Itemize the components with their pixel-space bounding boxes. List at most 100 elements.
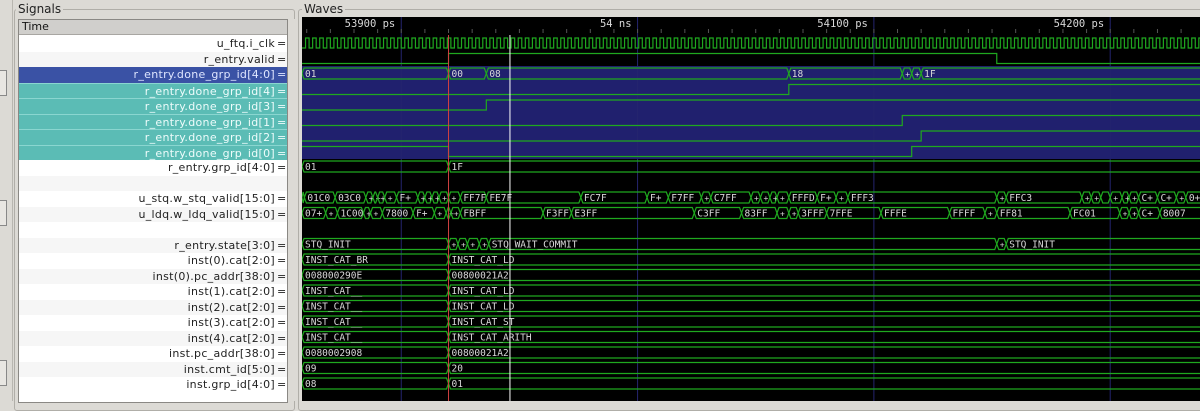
bus-segment bbox=[301, 361, 450, 375]
signal-row[interactable]: r_entry.done_grp_id[4:0] = bbox=[19, 67, 287, 83]
bus-value: C+ bbox=[1142, 209, 1154, 220]
time-label: 54200 ps bbox=[1054, 18, 1105, 30]
value-separator: = bbox=[277, 331, 287, 345]
signal-row[interactable]: r_entry.done_grp_id[4] = bbox=[19, 82, 287, 98]
signal-row[interactable]: r_entry.done_grp_id[2] = bbox=[19, 129, 287, 145]
bit-waveform bbox=[302, 130, 1200, 142]
highlight-band bbox=[302, 66, 1200, 82]
bus-value: INST_CAT_BR bbox=[305, 255, 368, 266]
signal-name: u_stq.w_stq_valid[15:0] bbox=[138, 192, 275, 205]
bus-value: C7FF bbox=[714, 193, 737, 204]
bus-value: + bbox=[454, 210, 459, 219]
bus-value: C3FF bbox=[697, 209, 720, 220]
bus-segment bbox=[1100, 191, 1111, 204]
signal-row[interactable]: r_entry.done_grp_id[3] = bbox=[19, 98, 287, 114]
bus-segment bbox=[301, 377, 450, 390]
bus-segment bbox=[447, 315, 1200, 328]
bus-value: FC01 bbox=[1073, 209, 1096, 220]
pane-handle[interactable] bbox=[0, 360, 7, 386]
signal-name: inst.cmt_id[5:0] bbox=[183, 362, 275, 376]
signal-row[interactable]: r_entry.state[3:0] = bbox=[19, 237, 287, 253]
waves-title: Waves bbox=[302, 2, 346, 16]
signal-row[interactable]: r_entry.valid = bbox=[19, 51, 287, 67]
bus-value: FBFF bbox=[463, 209, 486, 220]
bit-waveform bbox=[302, 52, 1200, 65]
signal-row[interactable]: r_entry.grp_id[4:0] = bbox=[19, 160, 287, 176]
bus-value: 00800021A2 bbox=[452, 271, 509, 282]
signal-row[interactable]: inst(0).pc_addr[38:0] = bbox=[19, 268, 287, 284]
bus-value: 7800 bbox=[385, 209, 408, 220]
bus-value: 01C0 bbox=[307, 193, 330, 204]
bus-value: FF7F bbox=[463, 193, 486, 204]
bus-segment bbox=[447, 346, 1200, 359]
bus-value: F7FF bbox=[671, 193, 694, 204]
bus-segment bbox=[447, 361, 1200, 375]
bus-value: 20 bbox=[452, 364, 464, 375]
highlight-band bbox=[302, 81, 1200, 97]
bus-value: E3FF bbox=[574, 209, 597, 220]
signal-name: r_entry.done_grp_id[1] bbox=[144, 115, 275, 129]
bus-value: C+ bbox=[1142, 193, 1154, 204]
bus-value: + bbox=[369, 194, 374, 203]
pane-handle[interactable] bbox=[0, 70, 7, 96]
value-separator: = bbox=[277, 131, 287, 144]
bus-value: 08 bbox=[489, 69, 501, 80]
bus-value: + bbox=[1132, 194, 1137, 203]
signal-row[interactable]: inst(1).cat[2:0] = bbox=[19, 284, 287, 300]
bus-value: + bbox=[388, 194, 393, 203]
signal-row[interactable]: inst(0).cat[2:0] = bbox=[19, 253, 287, 269]
signal-row[interactable]: inst.pc_addr[38:0] = bbox=[19, 346, 287, 362]
bus-value: + bbox=[754, 194, 759, 203]
bus-segment bbox=[447, 284, 1200, 297]
bus-segment bbox=[1005, 237, 1200, 251]
bus-value: INST_CAT_ST bbox=[452, 317, 515, 328]
bus-value: FFFD bbox=[792, 193, 815, 204]
signal-row[interactable]: inst(4).cat[2:0] = bbox=[19, 330, 287, 346]
signal-row[interactable]: u_ftq.i_clk = bbox=[19, 36, 287, 52]
bus-value: + bbox=[780, 210, 785, 219]
bus-value: + bbox=[1085, 194, 1090, 203]
bus-value: + bbox=[1113, 194, 1118, 203]
bus-value: + bbox=[773, 194, 778, 203]
signal-name: inst(3).cat[2:0] bbox=[187, 316, 275, 329]
pane-handle[interactable] bbox=[0, 200, 7, 226]
signal-row[interactable]: r_entry.done_grp_id[0] = bbox=[19, 144, 287, 160]
pane-separator[interactable] bbox=[288, 19, 298, 401]
value-separator: = bbox=[277, 192, 287, 205]
signals-list[interactable]: Time u_ftq.i_clk = r_entry.valid = r_entry.d… bbox=[18, 19, 288, 403]
bus-value: 03C0 bbox=[338, 193, 361, 204]
value-separator: = bbox=[277, 68, 287, 81]
bus-value: + bbox=[1179, 194, 1184, 203]
bus-value: 09 bbox=[305, 364, 317, 375]
signal-row[interactable]: inst(2).cat[2:0] = bbox=[19, 299, 287, 315]
blank-row bbox=[19, 175, 287, 191]
bus-value: 01 bbox=[305, 162, 317, 173]
signal-name: u_ftq.i_clk bbox=[216, 37, 275, 50]
signal-row[interactable]: inst.cmt_id[5:0] = bbox=[19, 361, 287, 377]
bus-value: INST_CAT_LD bbox=[452, 302, 515, 313]
signal-row[interactable]: inst.grp_id[4:0] = bbox=[19, 377, 287, 393]
value-separator: = bbox=[277, 100, 287, 113]
signal-name: inst(0).pc_addr[38:0] bbox=[152, 269, 275, 283]
signals-title: Signals bbox=[16, 2, 64, 16]
bus-value: 3FFF bbox=[801, 209, 824, 220]
bus-value: 07+ bbox=[305, 209, 322, 220]
time-label: 54 ns bbox=[600, 18, 632, 30]
signal-row[interactable]: r_entry.done_grp_id[1] = bbox=[19, 113, 287, 129]
bus-value: INST_CAT__ bbox=[305, 286, 362, 297]
bus-value: + bbox=[442, 194, 447, 203]
bus-value: 83FF bbox=[745, 209, 768, 220]
bus-value: + bbox=[1000, 241, 1005, 250]
highlight-band bbox=[302, 97, 1200, 113]
signal-row[interactable]: u_stq.w_stq_valid[15:0] = bbox=[19, 191, 287, 207]
bus-value: INST_CAT_LD bbox=[452, 286, 515, 297]
value-separator: = bbox=[277, 115, 287, 129]
bus-segment bbox=[1185, 191, 1200, 204]
left-pane-edge bbox=[0, 0, 13, 401]
value-separator: = bbox=[277, 207, 287, 221]
signal-row[interactable]: inst(3).cat[2:0] = bbox=[19, 315, 287, 331]
waveform-canvas[interactable]: 53900 ps 54 ns 54100 ps 54200 ps 01 00 08 18 + +1… bbox=[301, 17, 1200, 401]
signal-name: r_entry.done_grp_id[4] bbox=[144, 84, 275, 98]
signal-row[interactable]: u_ldq.w_ldq_valid[15:0] = bbox=[19, 206, 287, 222]
